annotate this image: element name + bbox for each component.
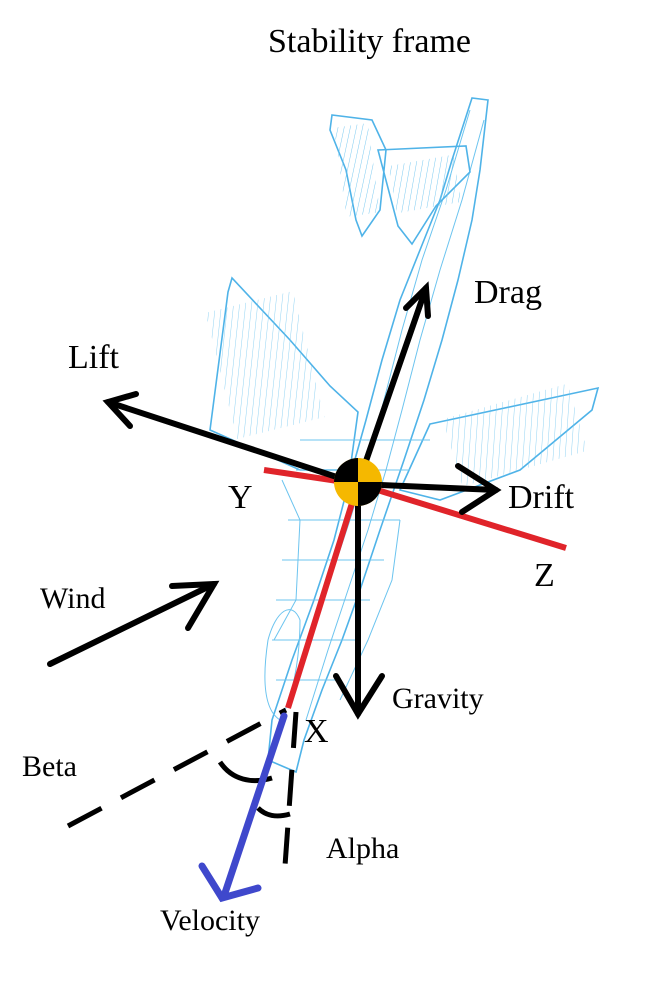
wind-arrow xyxy=(47,580,220,667)
drift-label: Drift xyxy=(508,479,575,516)
body-axis-x xyxy=(285,483,361,709)
aircraft-drawing xyxy=(205,97,600,774)
gravity-label: Gravity xyxy=(392,682,484,715)
lift-arrow xyxy=(102,391,361,487)
beta-reference-dashed-line xyxy=(66,707,288,829)
beta-label: Beta xyxy=(22,750,77,783)
velocity-arrow xyxy=(198,712,288,903)
beta-angle-arc xyxy=(217,760,273,784)
center-of-gravity-marker xyxy=(334,458,382,506)
velocity-label: Velocity xyxy=(160,904,260,937)
alpha-label: Alpha xyxy=(326,832,399,865)
lift-label: Lift xyxy=(68,339,120,376)
x-axis-label: X xyxy=(304,713,329,750)
alpha-angle-arc xyxy=(256,806,291,819)
y-axis-label: Y xyxy=(228,479,253,516)
drag-arrow xyxy=(355,281,431,487)
gravity-arrow xyxy=(333,481,385,720)
wind-label: Wind xyxy=(40,582,105,615)
alpha-reference-dashed-line xyxy=(281,711,299,881)
diagram-title: Stability frame xyxy=(268,23,471,60)
body-axis-z xyxy=(357,481,567,551)
z-axis-label: Z xyxy=(534,557,555,594)
drag-label: Drag xyxy=(474,274,542,311)
